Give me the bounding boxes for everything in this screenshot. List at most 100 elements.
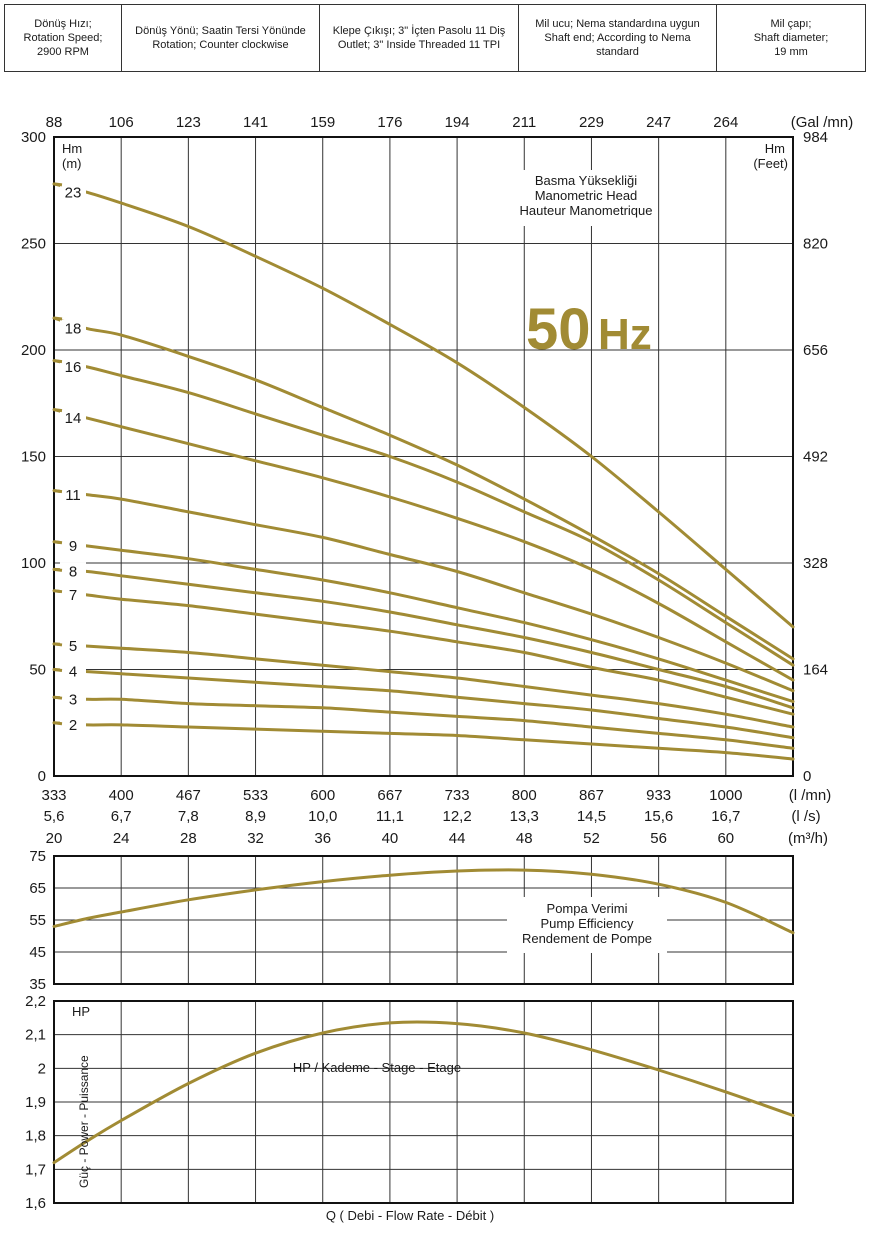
y-tick-label: 65 [29,880,46,897]
stage-label-bg [60,637,86,656]
y-tick-label: 2,2 [25,993,46,1010]
stage-label-bg [60,319,86,338]
x-tick-ls: 16,7 [711,808,740,825]
y-tick-label: 45 [29,944,46,961]
power-unit-label: HP [72,1004,90,1019]
x-top-tick-galmin: 264 [713,114,738,131]
y-tick-label: 300 [21,129,46,146]
curve-series [52,868,795,935]
x-tick-lmn: 467 [176,787,201,804]
x-tick-lmn: 733 [445,787,470,804]
stage-label-bg [60,358,86,377]
x-tick-ls: 5,6 [44,808,65,825]
x-tick-m3h: 24 [113,830,130,847]
y-tick-label: 35 [29,976,46,993]
x-tick-m3h: 56 [650,830,667,847]
efficiency-title-line: Pump Efficiency [541,916,634,931]
spec-table: Dönüş Hızı; Rotation Speed; 2900 RPM Dönüş… [4,4,866,72]
y-right-tick-label: 656 [803,342,828,359]
y-right-tick-label: 984 [803,129,828,146]
y-tick-label: 55 [29,912,46,929]
x-top-tick-galmin: 141 [243,114,268,131]
stage-label-bg [60,690,86,709]
x-tick-lmn: 400 [109,787,134,804]
curve-stages-9 [52,540,795,703]
efficiency-title-line: Rendement de Pompe [522,931,652,946]
stage-label-bg [60,536,86,555]
y-right-tick-label: 492 [803,449,828,466]
x-top-tick-galmin: 159 [310,114,335,131]
y-right-tick-label: 328 [803,555,828,572]
plot-frame [53,855,794,985]
curve-stages-18 [52,316,795,661]
x-tick-ls: 6,7 [111,808,132,825]
chart-title-line: Manometric Head [535,188,638,203]
curve-stub-11 [53,489,63,494]
stage-label-16: 16 [65,359,82,376]
stage-label-bg [60,715,86,734]
curve-stages-7 [52,589,795,716]
x-tick-m3h: 20 [46,830,63,847]
stage-label-9: 9 [69,538,77,555]
x-tick-m3h: 40 [382,830,399,847]
stage-label-bg [60,409,86,428]
x-tick-ls: 8,9 [245,808,266,825]
x-tick-m3h: 32 [247,830,264,847]
x-tick-m3h: 52 [583,830,600,847]
y-tick-label: 0 [38,768,46,785]
curve-stages-4 [52,668,795,740]
x-top-tick-galmin: 123 [176,114,201,131]
x-top-tick-galmin: 247 [646,114,671,131]
y-tick-label: 50 [29,662,46,679]
chart-title-line: Basma Yüksekliği [535,173,637,188]
y-tick-label: 75 [29,848,46,865]
x-top-unit-galmin: (Gal /mn) [791,114,854,131]
title-bg [507,897,667,953]
x-top-tick-galmin: 194 [445,114,470,131]
stage-label-bg [60,562,86,581]
y-tick-label: 1,8 [25,1128,46,1145]
y-label-hm-unit: (m) [62,156,82,171]
stage-label-8: 8 [69,564,77,581]
y-tick-label: 2 [38,1060,46,1077]
y-right-label-feet: (Feet) [753,156,788,171]
x-tick-lmn: 600 [310,787,335,804]
stage-label-7: 7 [69,587,77,604]
y-tick-label: 200 [21,342,46,359]
power-y-label: Güç - Power - Puissance [77,1055,91,1188]
head-chart: 0501001502002503002318161411987543201643… [21,114,853,847]
y-tick-label: 250 [21,236,46,253]
x-tick-lmn: 533 [243,787,268,804]
x-tick-ls: 10,0 [308,808,337,825]
frequency-number: 50 [526,297,591,362]
stage-label-bg [60,585,86,604]
x-top-tick-galmin: 176 [377,114,402,131]
curve-stub-14 [53,408,63,413]
y-tick-label: 1,7 [25,1161,46,1178]
stage-label-4: 4 [69,664,77,681]
curve-stub-23 [53,182,63,187]
power-title: HP / Kademe - Stage - Etage [293,1060,461,1075]
x-tick-lmn: 333 [41,787,66,804]
spec-shaft-end: Mil ucu; Nema standardına uygun Shaft end… [518,4,717,72]
y-tick-label: 1,9 [25,1094,46,1111]
stage-label-23: 23 [65,184,82,201]
curve-stages-16 [52,359,795,667]
curve-stub-4 [53,668,63,672]
spec-rotation-direction: Dönüş Yönü; Saatin Tersi Yönünde Rotation… [121,4,320,72]
stage-label-18: 18 [65,321,82,338]
x-tick-m3h: 36 [314,830,331,847]
x-tick-ls: 7,8 [178,808,199,825]
curve-stub-18 [53,316,63,321]
y-label-hm: Hm [62,141,82,156]
power-chart: 1,6 1,7 1,8 1,9 2 2,1 2,2 HP HP / Kademe - Stage… [25,993,795,1223]
curve-stages-8 [52,567,795,710]
y-right-tick-label: 164 [803,662,828,679]
stage-label-bg [60,662,86,681]
title-bg [505,170,657,226]
stage-label-bg [60,485,86,504]
x-unit-ls: (l /s) [791,808,820,825]
x-tick-m3h: 60 [717,830,734,847]
y-tick-label: 2,1 [25,1027,46,1044]
